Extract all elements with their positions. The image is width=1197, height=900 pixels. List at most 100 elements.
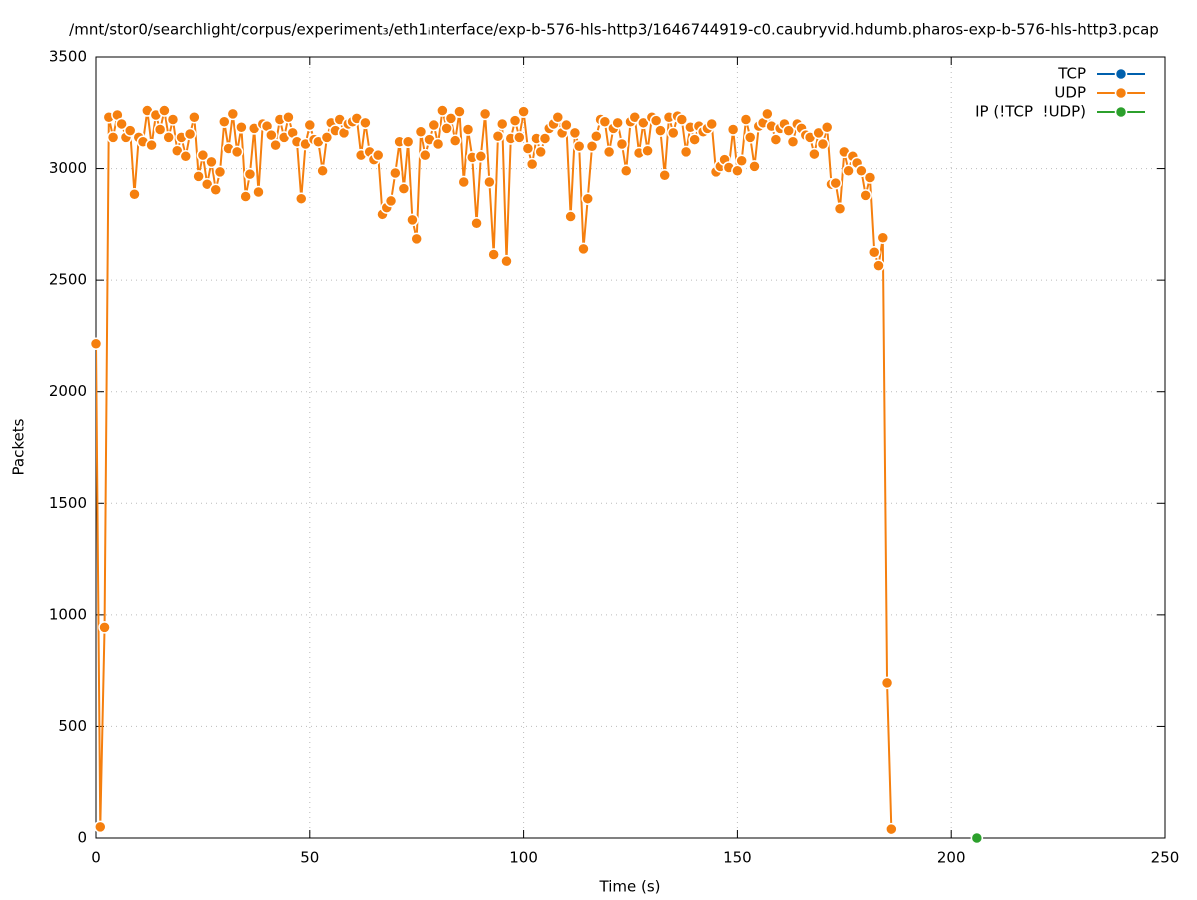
data-point xyxy=(170,144,184,157)
data-point xyxy=(406,213,419,227)
legend-label: IP (!TCP !UDP) xyxy=(975,103,1086,121)
data-point xyxy=(820,121,834,134)
data-point xyxy=(726,123,740,136)
data-point xyxy=(786,135,800,149)
data-point xyxy=(577,242,590,256)
data-point xyxy=(200,177,214,191)
y-axis-label: Packets xyxy=(10,418,28,475)
data-point xyxy=(581,192,594,205)
data-point xyxy=(551,110,565,124)
data-point xyxy=(269,138,282,152)
data-point xyxy=(842,164,855,178)
legend-marker xyxy=(1114,67,1128,81)
data-point xyxy=(508,114,522,127)
data-point xyxy=(282,110,295,124)
data-point xyxy=(478,107,492,121)
x-tick-label: 50 xyxy=(300,849,319,867)
data-point xyxy=(867,246,881,259)
data-point xyxy=(517,105,530,118)
series-line xyxy=(96,110,893,830)
data-point xyxy=(568,126,582,140)
data-point xyxy=(414,125,428,139)
data-point xyxy=(401,135,415,149)
data-point xyxy=(444,112,458,125)
data-point xyxy=(410,232,423,246)
data-point xyxy=(98,621,111,634)
data-point xyxy=(474,150,488,163)
data-point xyxy=(89,337,103,350)
legend-label: UDP xyxy=(1054,84,1086,102)
data-point xyxy=(782,124,795,137)
data-point xyxy=(397,182,411,195)
y-tick-label: 3500 xyxy=(49,48,87,66)
data-point xyxy=(658,169,671,182)
data-point xyxy=(761,107,774,121)
data-point xyxy=(611,116,624,130)
data-point xyxy=(876,231,890,244)
data-point xyxy=(735,154,748,168)
data-point xyxy=(226,107,240,121)
data-point xyxy=(294,192,308,205)
data-point xyxy=(863,171,877,184)
y-tick-label: 3000 xyxy=(49,159,87,177)
data-point xyxy=(641,144,654,157)
data-point xyxy=(179,150,193,163)
data-point xyxy=(615,137,629,151)
data-point xyxy=(859,189,872,202)
x-tick-label: 0 xyxy=(91,849,101,867)
data-point xyxy=(667,126,680,140)
data-point xyxy=(230,145,244,159)
data-point xyxy=(123,124,137,137)
data-point xyxy=(384,194,398,208)
legend-marker xyxy=(1114,105,1128,119)
legend-marker xyxy=(1114,86,1128,100)
data-point xyxy=(436,104,449,117)
data-point xyxy=(491,129,505,143)
data-point xyxy=(213,165,227,179)
data-point xyxy=(748,160,761,173)
data-point xyxy=(590,129,603,143)
x-axis-label: Time (s) xyxy=(599,878,661,896)
data-point xyxy=(513,131,526,144)
y-tick-label: 2000 xyxy=(49,382,87,400)
data-point xyxy=(619,164,633,178)
data-point xyxy=(743,131,757,144)
data-point xyxy=(115,117,128,131)
data-point xyxy=(196,148,210,162)
data-point xyxy=(448,134,462,147)
data-point xyxy=(564,210,577,223)
data-point xyxy=(500,254,513,268)
data-point xyxy=(829,176,842,190)
x-tick-label: 150 xyxy=(723,849,752,867)
data-point xyxy=(461,123,475,136)
data-point xyxy=(679,145,693,159)
data-point xyxy=(560,118,573,132)
data-point xyxy=(628,110,642,124)
data-point xyxy=(602,145,616,159)
data-point xyxy=(495,117,509,131)
data-point xyxy=(145,138,158,152)
data-point xyxy=(521,142,535,155)
data-point xyxy=(389,166,402,180)
data-point xyxy=(128,187,141,201)
data-point xyxy=(637,116,650,130)
data-point xyxy=(188,110,201,124)
data-point xyxy=(371,148,385,162)
data-point xyxy=(235,121,248,134)
data-point xyxy=(192,170,205,183)
data-point xyxy=(816,137,830,151)
data-point xyxy=(885,822,898,836)
x-tick-label: 100 xyxy=(509,849,538,867)
y-tick-label: 2500 xyxy=(49,271,87,289)
data-point xyxy=(572,140,586,153)
data-point xyxy=(419,148,432,162)
data-point xyxy=(487,248,500,261)
y-tick-label: 0 xyxy=(77,829,87,847)
data-point xyxy=(209,183,222,197)
data-point xyxy=(205,155,218,169)
data-point xyxy=(483,175,496,189)
chart-title: /mnt/stor0/searchlight/corpus/experiment… xyxy=(69,21,1159,39)
data-point xyxy=(675,113,689,126)
data-point xyxy=(880,676,894,690)
